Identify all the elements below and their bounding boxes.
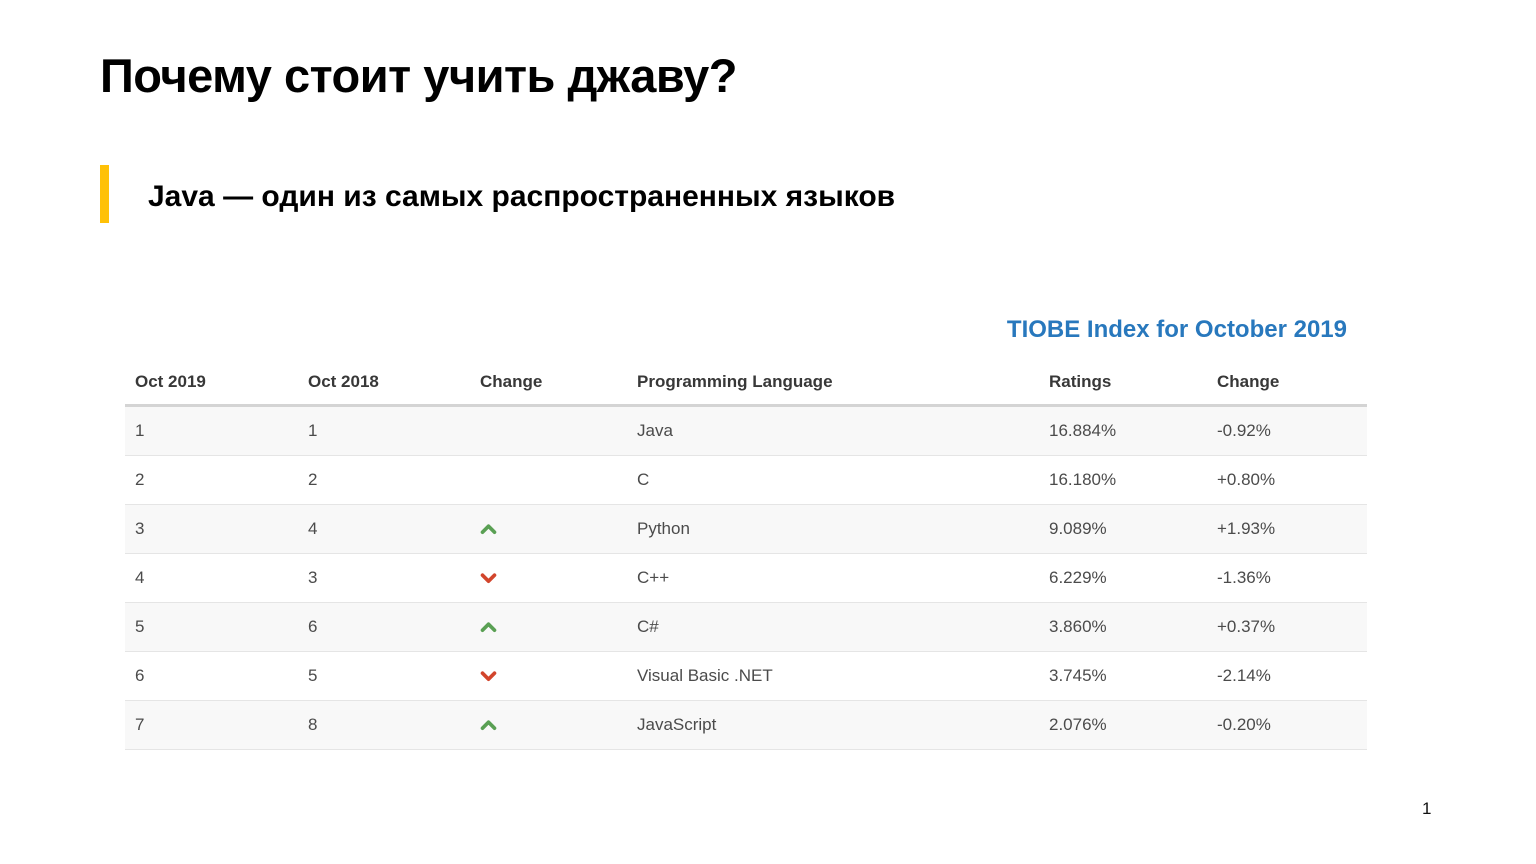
table-row: 6 5 Visual Basic .NET 3.745% -2.14%: [125, 652, 1367, 701]
cell-rank-oct2018: 8: [308, 715, 318, 734]
arrow-down-icon: [480, 568, 497, 587]
cell-rank-oct2018: 2: [308, 470, 318, 489]
cell-change-arrow: [470, 568, 627, 588]
cell-change-arrow: [470, 666, 627, 686]
col-header-change-arrow: Change: [480, 372, 543, 391]
col-header-change: Change: [1217, 372, 1280, 391]
cell-rank-oct2019: 3: [135, 519, 145, 538]
tiobe-index-title: TIOBE Index for October 2019: [1006, 316, 1347, 343]
cell-change-percent: +1.93%: [1217, 519, 1276, 538]
col-header-oct2019: Oct 2019: [135, 372, 206, 391]
slide-title: Почему стоит учить джаву?: [100, 49, 737, 102]
table-row: 5 6 C# 3.860% +0.37%: [125, 603, 1367, 652]
table-row: 3 4 Python 9.089% +1.93%: [125, 505, 1367, 554]
cell-language: C#: [637, 617, 659, 636]
cell-change-percent: +0.80%: [1217, 470, 1276, 489]
col-header-oct2018: Oct 2018: [308, 372, 379, 391]
cell-rank-oct2018: 4: [308, 519, 318, 538]
cell-change-percent: -0.20%: [1217, 715, 1271, 734]
cell-change-percent: -1.36%: [1217, 568, 1271, 587]
cell-rank-oct2019: 2: [135, 470, 145, 489]
table-row: 2 2 C 16.180% +0.80%: [125, 456, 1367, 505]
cell-rank-oct2018: 1: [308, 421, 318, 440]
table-row: 1 1 Java 16.884% -0.92%: [125, 407, 1367, 456]
accent-bar: [100, 165, 109, 223]
slide-subtitle: Java — один из самых распространенных яз…: [148, 180, 896, 213]
cell-rating: 16.180%: [1049, 470, 1117, 489]
col-header-ratings: Ratings: [1049, 372, 1112, 391]
page-number: 1: [1422, 799, 1432, 818]
cell-rating: 3.745%: [1049, 666, 1107, 685]
arrow-up-icon: [480, 617, 497, 636]
cell-rank-oct2019: 1: [135, 421, 145, 440]
cell-change-arrow: [470, 617, 627, 637]
cell-change-percent: +0.37%: [1217, 617, 1276, 636]
table-body: 1 1 Java 16.884% -0.92% 2 2 C 16.180% +0…: [125, 407, 1367, 750]
cell-rank-oct2018: 5: [308, 666, 318, 685]
cell-rank-oct2019: 4: [135, 568, 145, 587]
arrow-up-icon: [480, 715, 497, 734]
cell-change-arrow: [470, 715, 627, 735]
table-header-row: Oct 2019 Oct 2018 Change Programming Lan…: [125, 360, 1367, 407]
cell-change-percent: -2.14%: [1217, 666, 1271, 685]
table-row: 4 3 C++ 6.229% -1.36%: [125, 554, 1367, 603]
cell-language: Python: [637, 519, 690, 538]
cell-language: C++: [637, 568, 670, 587]
cell-rank-oct2019: 6: [135, 666, 145, 685]
cell-rating: 3.860%: [1049, 617, 1107, 636]
cell-language: Visual Basic .NET: [637, 666, 773, 685]
arrow-up-icon: [480, 519, 497, 538]
cell-language: Java: [637, 421, 673, 440]
cell-rating: 2.076%: [1049, 715, 1107, 734]
tiobe-index-table: Oct 2019 Oct 2018 Change Programming Lan…: [125, 360, 1367, 750]
cell-rank-oct2018: 3: [308, 568, 318, 587]
cell-rank-oct2018: 6: [308, 617, 318, 636]
cell-change-percent: -0.92%: [1217, 421, 1271, 440]
cell-rating: 6.229%: [1049, 568, 1107, 587]
cell-change-arrow: [470, 519, 627, 539]
cell-rank-oct2019: 7: [135, 715, 145, 734]
arrow-down-icon: [480, 666, 497, 685]
table-row: 7 8 JavaScript 2.076% -0.20%: [125, 701, 1367, 750]
cell-language: JavaScript: [637, 715, 717, 734]
cell-rank-oct2019: 5: [135, 617, 145, 636]
cell-language: C: [637, 470, 650, 489]
cell-rating: 16.884%: [1049, 421, 1117, 440]
col-header-language: Programming Language: [637, 372, 833, 391]
cell-rating: 9.089%: [1049, 519, 1107, 538]
